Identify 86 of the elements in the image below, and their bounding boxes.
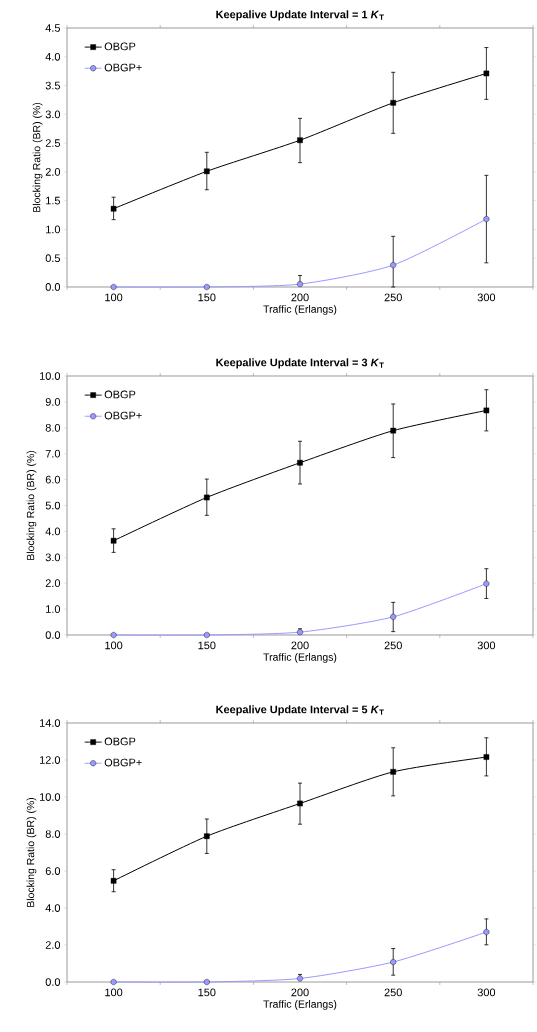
y-tick-label: 2.0: [45, 579, 61, 588]
chart-title: Keepalive Update Interval = 5 K$_{T}$: [216, 705, 384, 716]
point: [203, 979, 210, 985]
point: [204, 494, 210, 501]
x-tick-label: 100: [105, 641, 123, 650]
point: [390, 262, 397, 269]
y-tick-label: 14.0: [39, 719, 61, 727]
y-axis-title: Blocking Ratio (BR) (%): [26, 797, 37, 907]
point: [297, 800, 303, 807]
x-tick-label: 150: [198, 293, 216, 302]
y-tick-label: 4.0: [45, 527, 61, 536]
point: [483, 929, 490, 936]
point: [483, 754, 490, 760]
y-tick-label: 3.0: [45, 110, 61, 119]
y-tick-label: 4.0: [45, 52, 61, 61]
legend-label: OBGP: [104, 737, 136, 746]
point: [390, 613, 397, 620]
y-tick-label: 2.5: [45, 139, 61, 147]
y-tick-label: 0.5: [45, 254, 61, 263]
y-axis-title: Blocking Ratio (BR) (%): [26, 450, 37, 560]
x-tick-label: 250: [384, 988, 402, 997]
point: [110, 537, 117, 544]
y-tick-label: 1.5: [46, 196, 61, 205]
point: [390, 769, 396, 775]
y-tick-label: 6.0: [45, 475, 61, 484]
x-tick-label: 100: [105, 988, 123, 997]
x-tick-label: 300: [477, 293, 496, 302]
x-tick-label: 300: [477, 641, 496, 650]
x-tick-label: 150: [198, 988, 216, 997]
point: [203, 632, 210, 638]
point: [110, 205, 117, 212]
point: [297, 459, 303, 466]
point: [110, 283, 117, 290]
y-tick-label: 10.0: [39, 372, 61, 380]
x-tick-label: 250: [384, 293, 402, 302]
x-tick-label: 150: [198, 641, 216, 650]
y-tick-label: 8.0: [45, 830, 61, 838]
y-tick-label: 12.0: [39, 756, 61, 764]
x-axis-title: Traffic (Erlangs): [263, 1000, 337, 1010]
y-tick-label: 4.0: [45, 904, 61, 912]
point: [204, 833, 210, 840]
point: [483, 580, 490, 587]
point: [390, 427, 396, 434]
x-tick-label: 250: [384, 641, 402, 650]
y-tick-label: 8.0: [45, 423, 61, 432]
x-axis-title: Traffic (Erlangs): [263, 305, 337, 315]
point: [110, 878, 117, 884]
chart-title: Keepalive Update Interval = 1 K$_{T}$: [216, 10, 384, 21]
y-tick-label: 5.0: [45, 501, 61, 510]
y-tick-label: 3.0: [45, 553, 61, 562]
x-tick-label: 200: [291, 293, 309, 302]
y-tick-label: 2.0: [45, 168, 61, 176]
x-tick-label: 100: [105, 293, 123, 302]
point: [110, 979, 117, 985]
y-tick-label: 2.0: [45, 941, 61, 949]
y-tick-label: 0.0: [45, 978, 61, 986]
x-tick-label: 200: [291, 988, 309, 997]
x-tick-label: 300: [477, 988, 496, 997]
chart-title: Keepalive Update Interval = 3 K$_{T}$: [216, 358, 384, 369]
point: [483, 216, 490, 223]
point: [483, 407, 490, 414]
point: [390, 100, 396, 106]
point: [390, 959, 397, 966]
point: [203, 283, 210, 290]
y-tick-label: 0.0: [45, 283, 61, 291]
y-tick-label: 7.0: [45, 449, 61, 458]
legend-label: OBGP+: [104, 411, 142, 420]
y-tick-label: 1.0: [46, 605, 61, 613]
y-tick-label: 0.0: [45, 631, 61, 639]
x-axis-title: Traffic (Erlangs): [263, 653, 337, 663]
point: [483, 70, 490, 77]
x-tick-label: 200: [291, 641, 309, 650]
y-tick-label: 9.0: [45, 398, 61, 406]
legend-label: OBGP+: [104, 758, 142, 767]
y-tick-label: 6.0: [45, 867, 61, 875]
y-tick-label: 3.5: [45, 81, 61, 90]
legend-label: OBGP+: [104, 63, 142, 72]
legend-label: OBGP: [104, 42, 136, 51]
y-axis-title: Blocking Ratio (BR) (%): [32, 102, 43, 212]
y-tick-label: 1.0: [46, 225, 61, 234]
point: [297, 137, 303, 144]
y-tick-label: 10.0: [39, 793, 61, 801]
point: [204, 168, 210, 175]
y-tick-label: 4.5: [45, 24, 61, 32]
point: [110, 632, 117, 638]
legend-label: OBGP: [104, 390, 136, 399]
